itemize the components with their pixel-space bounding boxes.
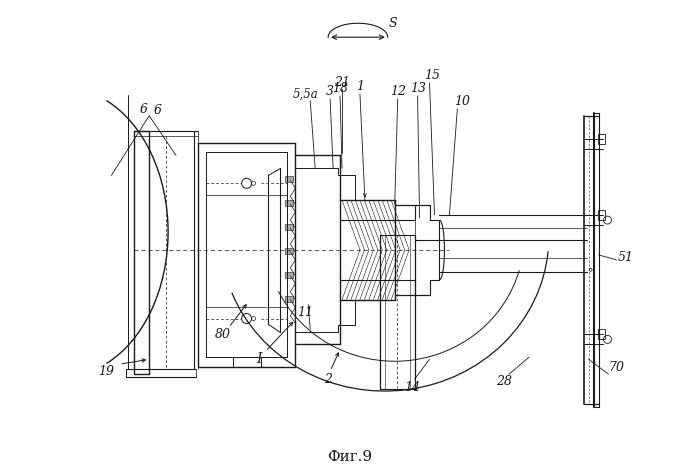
Text: 80: 80 — [215, 328, 231, 341]
Text: 14: 14 — [403, 381, 419, 394]
Bar — [285, 248, 294, 254]
Text: 6: 6 — [153, 104, 161, 117]
Bar — [598, 329, 605, 340]
Bar — [285, 224, 294, 230]
Text: 1: 1 — [356, 81, 364, 93]
Bar — [598, 134, 605, 144]
Text: Фиг.9: Фиг.9 — [327, 450, 373, 463]
Text: 15: 15 — [424, 69, 440, 82]
Text: 21: 21 — [334, 76, 350, 89]
Text: S: S — [389, 17, 397, 30]
Text: 6: 6 — [139, 103, 147, 116]
Text: 11: 11 — [297, 306, 313, 319]
Text: 10: 10 — [454, 95, 470, 108]
Text: 13: 13 — [410, 82, 426, 95]
Text: 5,5a: 5,5a — [292, 87, 318, 100]
Bar — [598, 210, 605, 220]
Text: 51: 51 — [617, 252, 633, 264]
Text: I: I — [256, 352, 261, 366]
Text: 12: 12 — [390, 85, 405, 98]
Text: 28: 28 — [496, 374, 512, 388]
Bar — [285, 296, 294, 301]
Text: 3: 3 — [326, 85, 334, 98]
Text: 2: 2 — [324, 373, 332, 386]
Bar — [285, 200, 294, 206]
Text: 19: 19 — [99, 365, 115, 378]
Bar — [285, 272, 294, 278]
Text: 70: 70 — [608, 361, 624, 374]
Text: 18: 18 — [332, 82, 348, 95]
Bar — [285, 176, 294, 182]
